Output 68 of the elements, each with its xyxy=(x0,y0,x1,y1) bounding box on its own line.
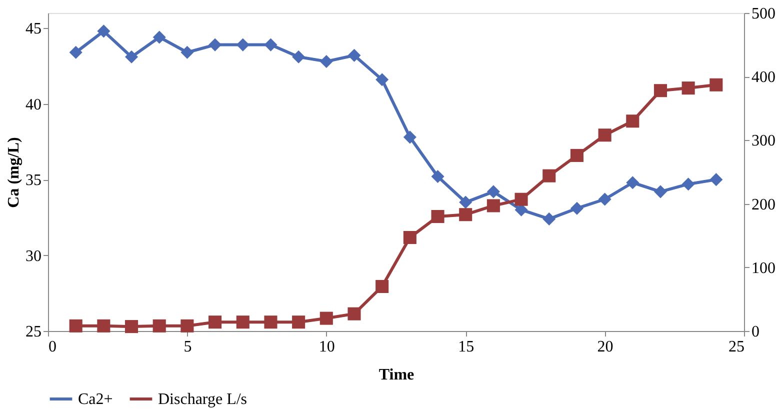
point xyxy=(570,202,584,215)
point xyxy=(236,316,250,329)
y2-tick-label: 0 xyxy=(752,324,760,340)
y-tick-label: 35 xyxy=(26,172,42,190)
x-axis-title: Time xyxy=(378,366,414,384)
point xyxy=(486,199,500,212)
y2-tick-label: 400 xyxy=(752,69,776,86)
point xyxy=(682,178,695,191)
x-tick-label: 15 xyxy=(458,338,474,356)
point xyxy=(626,176,640,190)
x-tick-label: 0 xyxy=(48,338,56,356)
point xyxy=(486,185,500,198)
point xyxy=(348,48,361,62)
legend-label: Discharge L/s xyxy=(158,391,248,408)
y-tick-label: 45 xyxy=(26,20,42,38)
point xyxy=(292,50,306,64)
point xyxy=(208,38,222,52)
point xyxy=(348,307,361,320)
point xyxy=(431,210,444,224)
point xyxy=(682,82,695,95)
y2-tick-label: 200 xyxy=(752,196,776,214)
point xyxy=(710,78,723,92)
x-tick-label: 25 xyxy=(728,338,744,356)
point xyxy=(431,170,444,184)
point xyxy=(514,192,528,206)
legend-label: Ca2+ xyxy=(78,391,113,408)
point xyxy=(459,196,472,209)
point xyxy=(654,84,667,98)
x-tick-label: 5 xyxy=(184,338,192,356)
point xyxy=(654,185,667,198)
point xyxy=(125,320,138,334)
point xyxy=(236,38,250,52)
point xyxy=(97,24,110,38)
point xyxy=(598,128,612,142)
point xyxy=(264,38,278,52)
point xyxy=(152,319,166,332)
point xyxy=(403,230,416,244)
point xyxy=(180,46,194,59)
point xyxy=(542,212,556,226)
point xyxy=(459,208,472,222)
x-tick-label: 10 xyxy=(318,338,335,356)
y-tick-label: 25 xyxy=(26,324,42,340)
point xyxy=(264,316,278,329)
point xyxy=(208,316,222,329)
point xyxy=(97,319,110,332)
y-tick-label: 30 xyxy=(26,248,42,265)
point xyxy=(376,280,389,293)
point xyxy=(570,148,584,162)
point xyxy=(152,30,166,44)
y-tick-label: 40 xyxy=(26,96,42,114)
point xyxy=(320,312,333,325)
point xyxy=(320,54,333,68)
y2-tick-label: 500 xyxy=(752,6,776,22)
point xyxy=(180,319,194,332)
point xyxy=(542,169,556,182)
point xyxy=(626,114,640,128)
y2-tick-label: 300 xyxy=(752,132,776,150)
point xyxy=(403,130,416,144)
y-axis-title: Ca (mg/L) xyxy=(6,137,22,208)
point xyxy=(376,73,389,86)
point xyxy=(125,50,138,64)
x-tick-label: 20 xyxy=(597,338,614,356)
point xyxy=(292,316,306,329)
y2-tick-label: 100 xyxy=(752,260,776,277)
point xyxy=(598,192,612,206)
point xyxy=(69,319,82,332)
point xyxy=(69,46,82,59)
point xyxy=(710,173,723,186)
